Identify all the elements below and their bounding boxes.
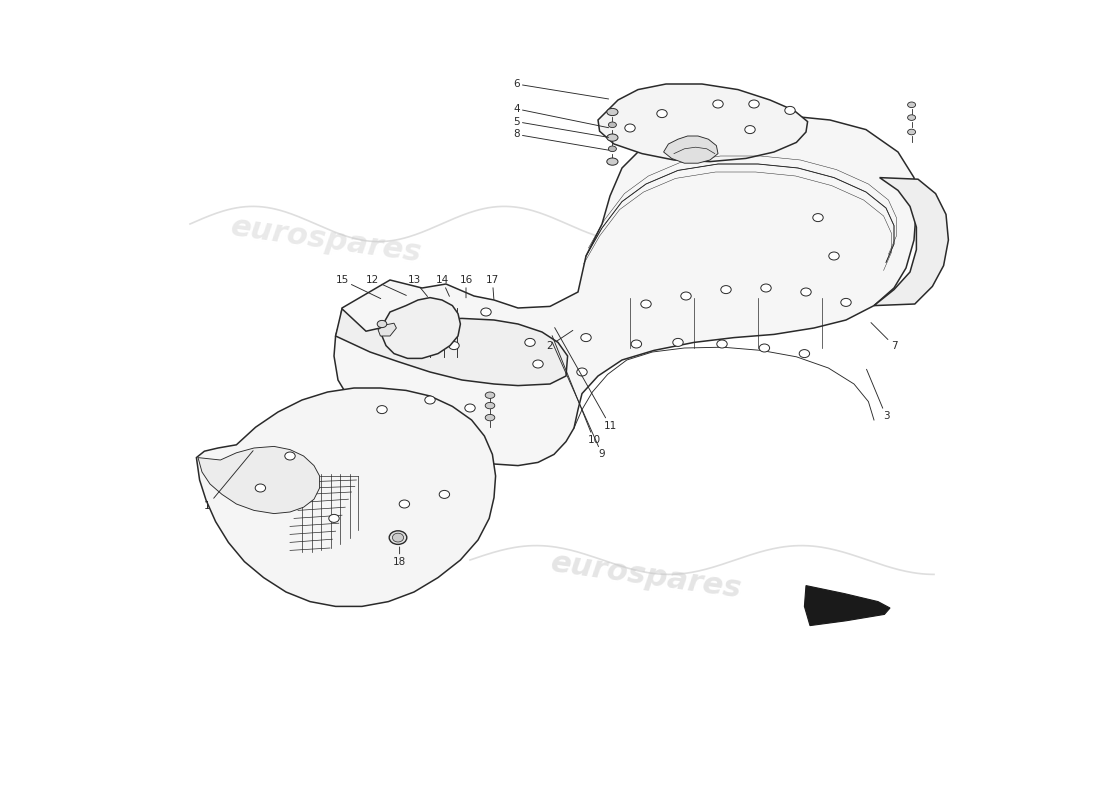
Text: 4: 4 (513, 104, 608, 128)
Ellipse shape (465, 404, 475, 412)
Polygon shape (382, 298, 461, 358)
Ellipse shape (761, 284, 771, 292)
Ellipse shape (607, 134, 618, 141)
Ellipse shape (481, 308, 492, 316)
Ellipse shape (908, 102, 915, 107)
Text: 7: 7 (871, 322, 898, 350)
Text: 14: 14 (436, 275, 450, 296)
Text: 1: 1 (205, 450, 253, 510)
Ellipse shape (657, 110, 668, 118)
Ellipse shape (255, 484, 265, 492)
Ellipse shape (525, 338, 536, 346)
Polygon shape (378, 323, 396, 336)
Ellipse shape (840, 298, 851, 306)
Polygon shape (197, 388, 496, 606)
Ellipse shape (608, 146, 616, 151)
Ellipse shape (608, 122, 616, 127)
Ellipse shape (399, 500, 409, 508)
Text: 2: 2 (547, 330, 573, 350)
Polygon shape (598, 84, 807, 162)
Polygon shape (874, 178, 948, 306)
Ellipse shape (607, 108, 618, 115)
Ellipse shape (631, 340, 641, 348)
Text: 13: 13 (407, 275, 428, 297)
Ellipse shape (581, 334, 591, 342)
Ellipse shape (389, 531, 407, 544)
Ellipse shape (607, 158, 618, 165)
Ellipse shape (485, 392, 495, 398)
Text: 9: 9 (552, 342, 605, 459)
Ellipse shape (784, 106, 795, 114)
Ellipse shape (801, 288, 811, 296)
Ellipse shape (720, 286, 732, 294)
Text: eurospares: eurospares (229, 212, 424, 268)
Polygon shape (198, 446, 320, 514)
Text: 16: 16 (460, 275, 473, 298)
Ellipse shape (641, 300, 651, 308)
Ellipse shape (485, 414, 495, 421)
Text: 11: 11 (554, 328, 617, 430)
Ellipse shape (532, 360, 543, 368)
Ellipse shape (285, 452, 295, 460)
Ellipse shape (381, 326, 392, 334)
Ellipse shape (813, 214, 823, 222)
Polygon shape (336, 309, 568, 386)
Ellipse shape (713, 100, 723, 108)
Ellipse shape (425, 396, 436, 404)
Ellipse shape (485, 402, 495, 409)
Text: 12: 12 (366, 275, 406, 295)
Polygon shape (804, 586, 890, 626)
Ellipse shape (749, 100, 759, 108)
Polygon shape (334, 116, 916, 466)
Text: eurospares: eurospares (549, 548, 744, 604)
Text: 15: 15 (336, 275, 381, 298)
Ellipse shape (800, 350, 810, 358)
Ellipse shape (393, 533, 404, 542)
Ellipse shape (828, 252, 839, 260)
Ellipse shape (681, 292, 691, 300)
Ellipse shape (432, 316, 443, 324)
Ellipse shape (745, 126, 756, 134)
Text: 18: 18 (393, 547, 406, 566)
Ellipse shape (377, 406, 387, 414)
Ellipse shape (673, 338, 683, 346)
Ellipse shape (377, 320, 387, 328)
Polygon shape (663, 136, 718, 163)
Ellipse shape (329, 514, 339, 522)
Ellipse shape (576, 368, 587, 376)
Ellipse shape (759, 344, 770, 352)
Ellipse shape (717, 340, 727, 348)
Text: 8: 8 (513, 130, 608, 150)
Ellipse shape (439, 490, 450, 498)
Text: 17: 17 (486, 275, 499, 299)
Ellipse shape (449, 342, 459, 350)
Text: 3: 3 (867, 370, 889, 421)
Ellipse shape (908, 115, 915, 120)
Ellipse shape (625, 124, 635, 132)
Text: 10: 10 (552, 336, 601, 445)
Ellipse shape (908, 130, 915, 134)
Text: 6: 6 (513, 79, 608, 99)
Text: 5: 5 (513, 117, 608, 138)
